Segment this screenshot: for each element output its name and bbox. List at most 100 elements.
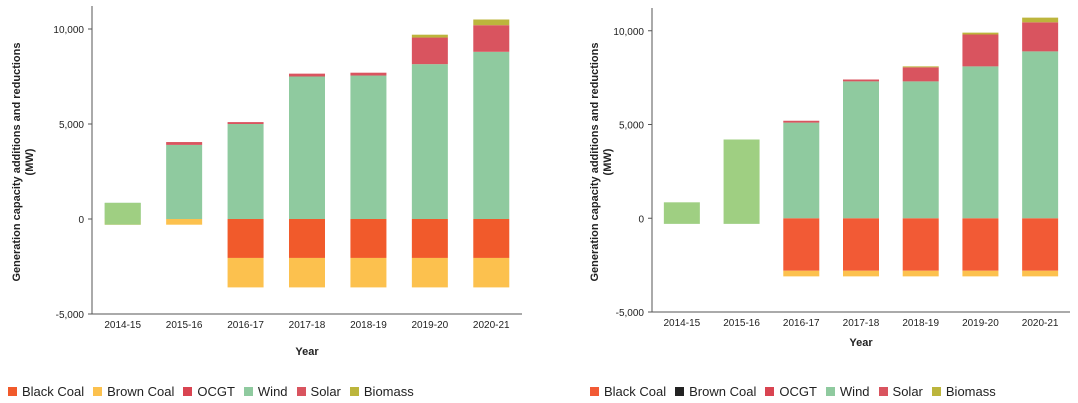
bar-wind-2016-17 <box>783 122 820 219</box>
bar-brown-coal-2015-16 <box>166 219 203 225</box>
bar-biomass-2020-21 <box>473 19 510 26</box>
right-chart-panel: -5,000 0 5,000 10,000 2014-15 2015-16 2016-17 2… <box>540 0 1078 403</box>
bar-black-coal-2016-17 <box>783 218 820 271</box>
y-tick-label: 5,000 <box>619 121 644 132</box>
bar-wind-2019-20 <box>411 64 448 220</box>
x-tick-label: 2014-15 <box>664 318 701 329</box>
bar-wind-2016-17 <box>227 124 264 219</box>
right-chart-legend: Black Coal Brown Coal OCGT Wind Solar Biomass <box>590 384 1005 399</box>
bar-extra-band-2020-21 <box>1022 270 1059 277</box>
legend-item-biomass: Biomass <box>349 384 414 399</box>
x-tick-label: 2019-20 <box>412 320 449 331</box>
legend-item-black-coal: Black Coal <box>8 384 84 399</box>
right-chart: -5,000 0 5,000 10,000 2014-15 2015-16 2016-17 2… <box>589 8 1070 349</box>
bar-solar-2017-18 <box>843 79 879 82</box>
legend-item-wind: Wind <box>243 384 288 399</box>
bar-wind-2017-18 <box>843 81 879 219</box>
legend-label: OCGT <box>779 384 817 399</box>
bar-wind-2020-21 <box>473 51 510 219</box>
bar-black-coal-2019-20 <box>411 219 448 258</box>
bar-extra-band-2019-20 <box>962 270 999 277</box>
x-tick-label: 2020-21 <box>1022 318 1059 329</box>
legend-swatch <box>590 387 599 396</box>
y-tick-label: -5,000 <box>56 310 85 321</box>
legend-item-biomass: Biomass <box>931 384 996 399</box>
bar-solar-2020-21 <box>473 25 510 52</box>
legend-swatch <box>825 387 835 396</box>
legend-swatch <box>243 387 253 396</box>
x-tick-label: 2018-19 <box>350 320 387 331</box>
legend-label: Brown Coal <box>689 384 757 399</box>
legend-item-solar: Solar <box>878 384 923 399</box>
y-tick-label: 0 <box>638 214 644 225</box>
x-tick-label: 2016-17 <box>783 318 820 329</box>
legend-item-wind: Wind <box>825 384 870 399</box>
x-tick-label: 2014-15 <box>104 320 141 331</box>
bar-solar-2018-19 <box>350 72 387 76</box>
legend-swatch <box>183 387 193 396</box>
bar-overlay-2014-15 <box>663 202 700 224</box>
legend-label: Brown Coal <box>107 384 175 399</box>
legend-swatch <box>296 387 306 396</box>
bar-solar-2016-17 <box>783 120 820 123</box>
bar-wind-2019-20 <box>962 66 999 219</box>
left-chart-legend: Black Coal Brown Coal OCGT Wind Solar Biomass <box>8 384 423 399</box>
bar-solar-2017-18 <box>289 73 325 77</box>
bar-black-coal-2020-21 <box>473 219 510 258</box>
legend-label: OCGT <box>197 384 235 399</box>
legend-item-ocgt: OCGT <box>183 384 235 399</box>
legend-swatch <box>675 387 685 396</box>
y-axis-title: Generation capacity additions and reduct… <box>11 43 36 282</box>
bar-solar-2015-16 <box>166 142 203 145</box>
x-tick-label: 2015-16 <box>723 318 760 329</box>
bar-brown-coal-2019-20 <box>411 257 448 288</box>
legend-swatch <box>8 387 17 396</box>
x-axis-title: Year <box>295 346 319 358</box>
bar-brown-coal-2016-17 <box>227 257 264 288</box>
legend-swatch <box>765 387 775 396</box>
legend-label: Biomass <box>363 384 414 399</box>
x-tick-label: 2020-21 <box>473 320 510 331</box>
bar-wind-2017-18 <box>289 76 325 219</box>
bar-extra-band-2016-17 <box>783 270 820 277</box>
legend-label: Solar <box>892 384 923 399</box>
bar-biomass-2020-21 <box>1022 17 1059 23</box>
bar-black-coal-2016-17 <box>227 219 264 258</box>
left-chart-panel: -5,000 0 5,000 10,000 2014-15 2015-16 2016-17 2… <box>8 6 522 399</box>
x-tick-label: 2016-17 <box>227 320 264 331</box>
legend-swatch <box>349 387 359 396</box>
bar-wind-2015-16 <box>166 144 203 219</box>
bar-solar-2019-20 <box>411 37 448 65</box>
bar-black-coal-2017-18 <box>289 219 325 258</box>
x-axis-title: Year <box>849 337 873 349</box>
bar-wind-2018-19 <box>350 75 387 219</box>
x-tick-label: 2017-18 <box>289 320 326 331</box>
y-tick-label: 10,000 <box>613 27 644 38</box>
bar-black-coal-2020-21 <box>1022 218 1059 271</box>
bar-black-coal-2017-18 <box>843 218 879 271</box>
bar-biomass-2019-20 <box>962 32 999 35</box>
x-tick-label: 2019-20 <box>962 318 999 329</box>
y-tick-label: -5,000 <box>616 308 645 319</box>
legend-item-ocgt: OCGT <box>765 384 817 399</box>
legend-label: Biomass <box>945 384 996 399</box>
bar-solar-2018-19 <box>902 67 939 82</box>
bar-biomass-2019-20 <box>411 34 448 38</box>
x-tick-label: 2015-16 <box>166 320 203 331</box>
bar-brown-coal-2020-21 <box>473 257 510 288</box>
bar-wind-2018-19 <box>902 81 939 219</box>
bar-brown-coal-2018-19 <box>350 257 387 288</box>
legend-item-solar: Solar <box>296 384 341 399</box>
bar-black-coal-2019-20 <box>962 218 999 271</box>
left-chart: -5,000 0 5,000 10,000 2014-15 2015-16 2016-17 2… <box>11 6 522 358</box>
legend-label: Wind <box>839 384 870 399</box>
bar-brown-coal-2017-18 <box>289 257 325 288</box>
y-tick-label: 10,000 <box>53 25 84 36</box>
x-tick-label: 2017-18 <box>843 318 880 329</box>
legend-label: Wind <box>257 384 288 399</box>
bar-solar-2016-17 <box>227 122 264 124</box>
bar-biomass-2018-19 <box>902 66 939 68</box>
bar-wind-2020-21 <box>1022 51 1059 219</box>
legend-item-brown-coal: Brown Coal <box>93 384 174 399</box>
y-tick-label: 0 <box>78 215 84 226</box>
